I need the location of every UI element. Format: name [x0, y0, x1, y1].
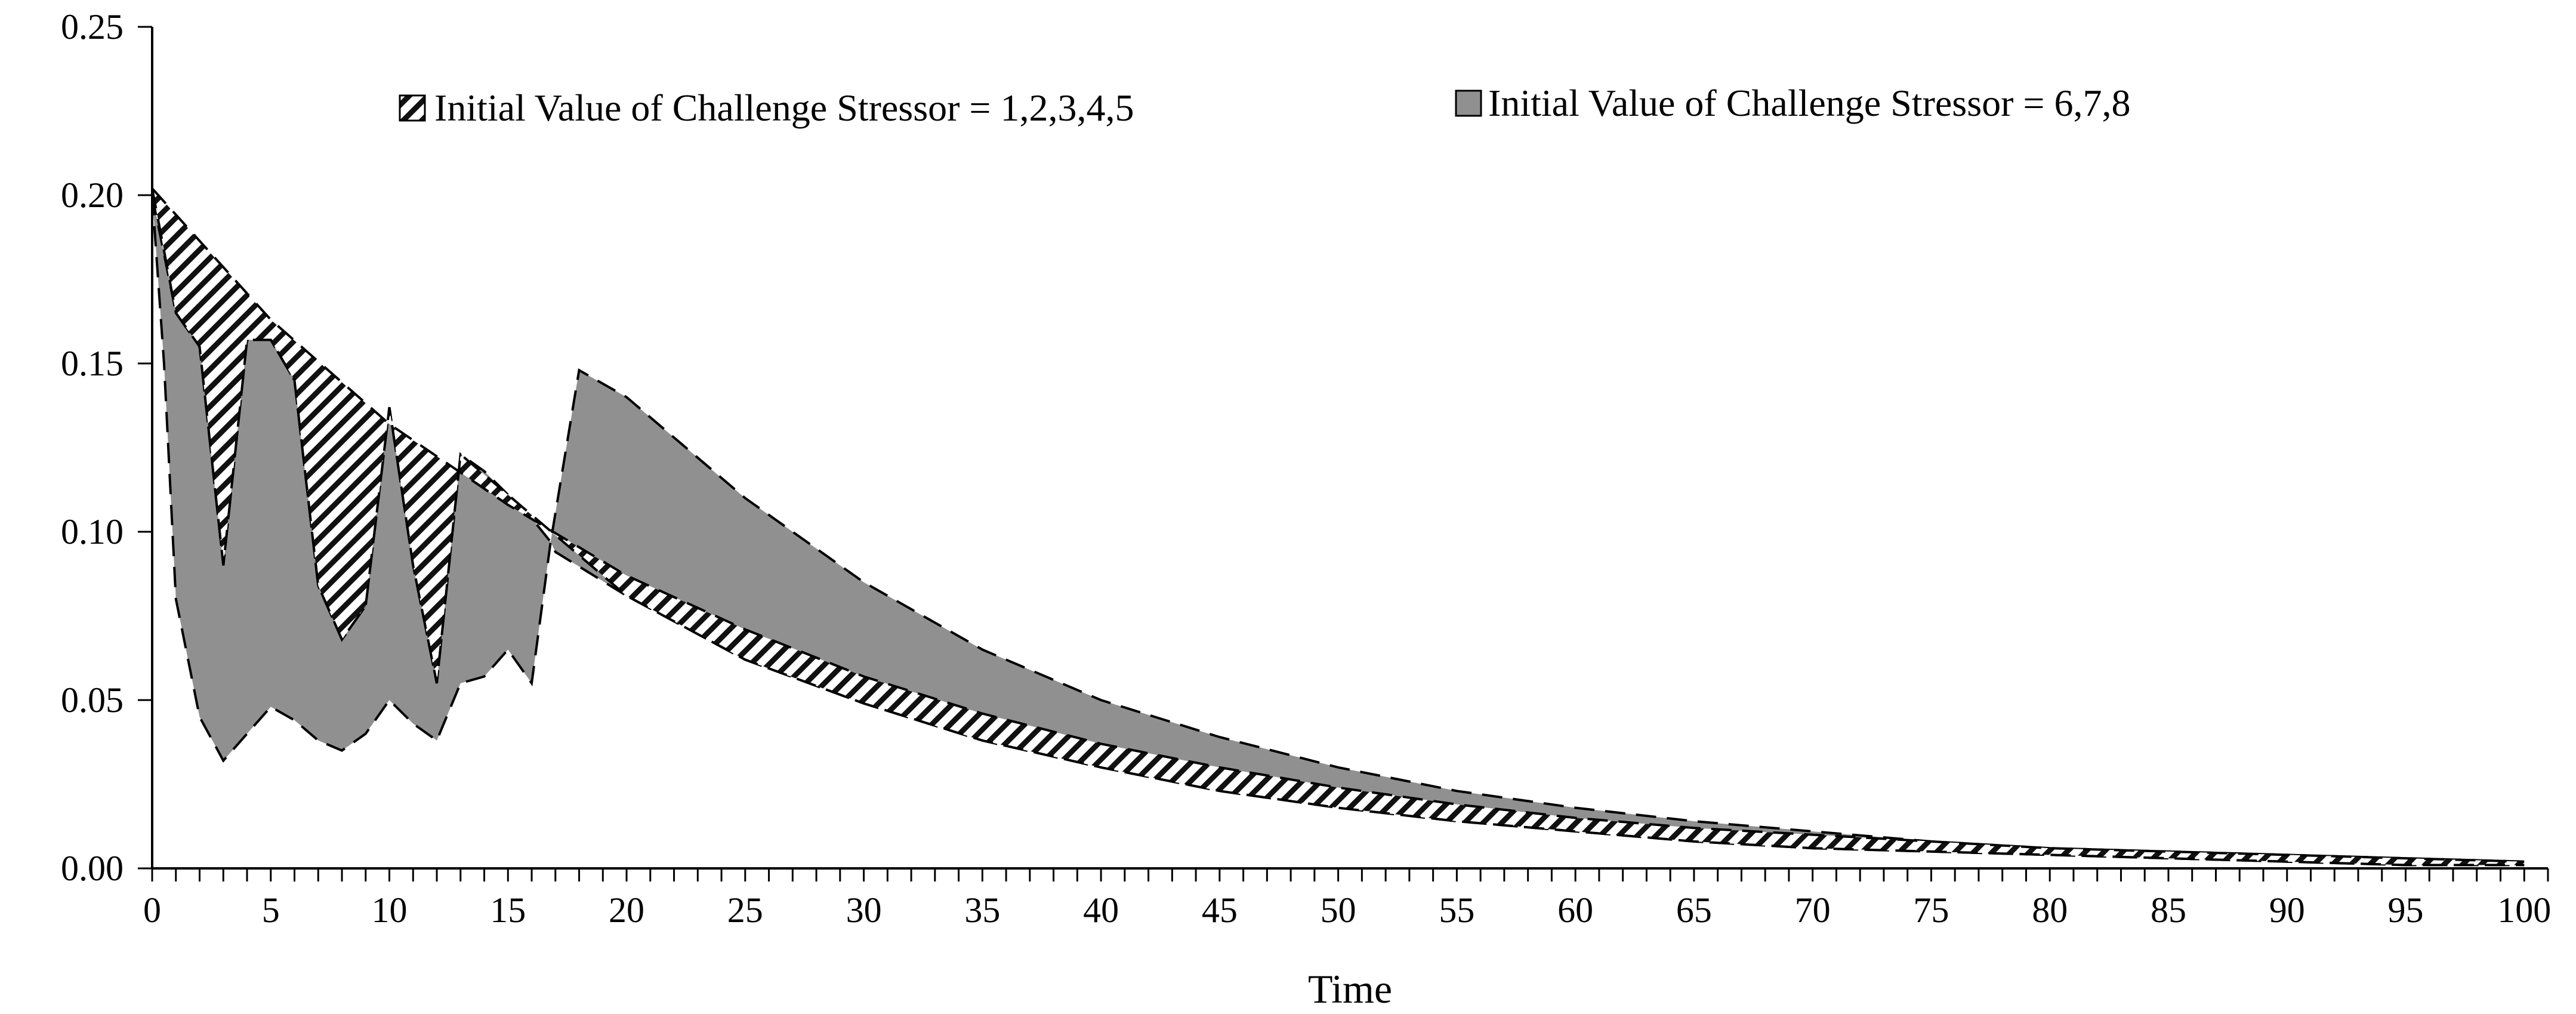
y-tick-label: 0.05 — [61, 680, 124, 720]
y-ticks: 0.00 0.05 0.10 0.15 0.20 0.25 — [61, 7, 152, 888]
legend-label-2: Initial Value of Challenge Stressor = 6,… — [1488, 82, 2131, 124]
legend-label-1: Initial Value of Challenge Stressor = 1,… — [434, 87, 1134, 129]
x-tick-label: 0 — [143, 890, 161, 930]
x-tick-label: 80 — [2032, 890, 2068, 930]
x-tick-label: 85 — [2151, 890, 2186, 930]
series-1-lower-line — [151, 188, 2525, 867]
y-tick-label: 0.25 — [61, 7, 124, 47]
x-tick-label: 20 — [609, 890, 644, 930]
x-tick-label: 10 — [372, 890, 408, 930]
x-tick-label: 55 — [1439, 890, 1474, 930]
x-tick-label: 15 — [490, 890, 526, 930]
plot-area: 0 5 10 15 20 25 30 35 40 45 50 55 60 65 70 75 80 85 90 95 10… — [61, 7, 2551, 930]
x-tick-label: 30 — [846, 890, 882, 930]
legend: Initial Value of Challenge Stressor = 1,… — [399, 82, 2131, 129]
y-tick-label: 0.10 — [61, 512, 124, 551]
x-tick-label: 40 — [1083, 890, 1119, 930]
x-tick-label: 75 — [1913, 890, 1949, 930]
series-band-2 — [152, 195, 2525, 865]
x-tick-label: 100 — [2497, 890, 2551, 930]
legend-item-2: Initial Value of Challenge Stressor = 6,… — [1455, 82, 2131, 124]
x-tick-label: 25 — [727, 890, 763, 930]
x-tick-label: 95 — [2387, 890, 2423, 930]
series-1-upper-line — [151, 187, 2525, 863]
series-layer — [151, 187, 2525, 867]
y-tick-label: 0.20 — [61, 175, 124, 215]
x-tick-label: 50 — [1321, 890, 1356, 930]
x-tick-label: 65 — [1676, 890, 1712, 930]
y-tick-label: 0.00 — [61, 849, 124, 888]
x-axis-title: Time — [1308, 966, 1392, 1012]
x-tick-label: 5 — [262, 890, 280, 930]
series-2-upper-line — [151, 195, 2525, 863]
legend-item-1: Initial Value of Challenge Stressor = 1,… — [399, 87, 1134, 129]
x-tick-label: 45 — [1202, 890, 1238, 930]
x-ticks: 0 5 10 15 20 25 30 35 40 45 50 55 60 65 70 75 80 85 90 95 10… — [143, 868, 2551, 930]
x-tick-label: 60 — [1557, 890, 1593, 930]
legend-swatch-hatched — [399, 94, 426, 122]
x-tick-label: 70 — [1795, 890, 1831, 930]
legend-swatch-gray — [1455, 90, 1482, 117]
y-tick-label: 0.15 — [61, 344, 124, 383]
x-tick-label: 35 — [964, 890, 1000, 930]
x-tick-label: 90 — [2269, 890, 2305, 930]
